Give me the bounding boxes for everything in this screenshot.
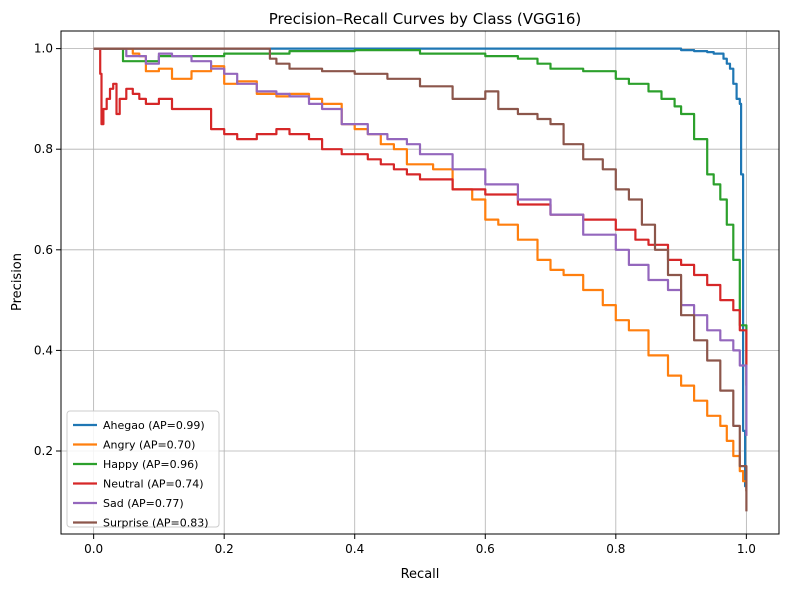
x-tick-label: 0.6 <box>476 542 495 556</box>
x-tick-label: 0.0 <box>84 542 103 556</box>
y-tick-label: 1.0 <box>34 42 53 56</box>
x-tick-label: 0.8 <box>606 542 625 556</box>
series-line-ahegao <box>93 47 748 492</box>
x-tick-label: 0.2 <box>215 542 234 556</box>
legend-label-sad: Sad (AP=0.77) <box>103 497 184 510</box>
legend: Ahegao (AP=0.99) Angry (AP=0.70) Happy (AP… <box>66 410 220 530</box>
y-axis-label: Precision <box>10 253 25 311</box>
series-line-neutral <box>93 47 748 386</box>
legend-label-angry: Angry (AP=0.70) <box>103 439 195 452</box>
legend-label-neutral: Neutral (AP=0.74) <box>103 478 204 491</box>
series-layer <box>93 47 748 512</box>
legend-label-ahegao: Ahegao (AP=0.99) <box>103 419 205 432</box>
y-tick-label: 0.2 <box>34 444 53 458</box>
series-line-angry <box>93 47 748 492</box>
x-tick-label: 1.0 <box>737 542 756 556</box>
y-tick-label: 0.6 <box>34 243 53 257</box>
x-axis-label: Recall <box>401 567 440 582</box>
series-line-surprise <box>93 47 748 512</box>
y-tick-label: 0.4 <box>34 343 53 357</box>
tick-layer: 0.0 0.2 0.4 0.6 0.8 1.0 0.2 0.4 0.6 0.8 1.0 <box>34 42 756 556</box>
plot-area-frame <box>60 30 780 535</box>
series-line-sad <box>93 47 748 436</box>
legend-items: Ahegao (AP=0.99) Angry (AP=0.70) Happy (AP… <box>73 419 208 530</box>
legend-label-happy: Happy (AP=0.96) <box>103 458 198 471</box>
legend-label-surprise: Surprise (AP=0.83) <box>103 517 208 530</box>
chart-title: Precision–Recall Curves by Class (VGG16) <box>269 10 581 28</box>
y-tick-label: 0.8 <box>34 142 53 156</box>
series-line-happy <box>93 47 748 431</box>
x-tick-label: 0.4 <box>345 542 364 556</box>
legend-box <box>66 410 220 528</box>
